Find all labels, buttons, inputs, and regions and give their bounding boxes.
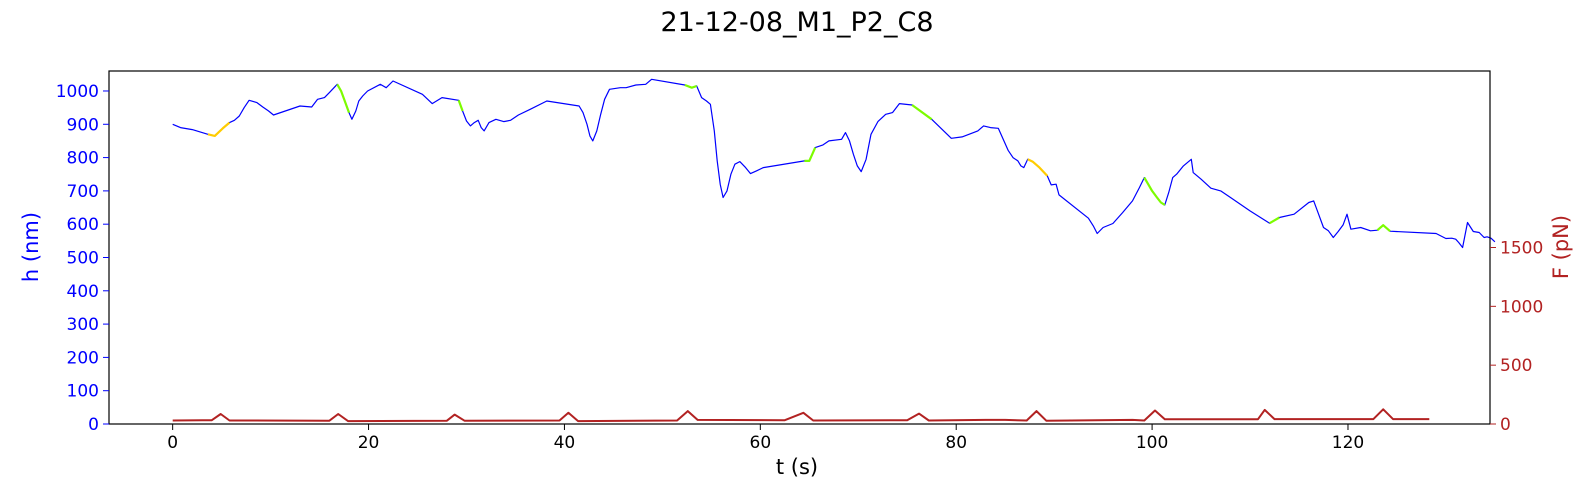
y-axis-right-label: F (pN) xyxy=(1549,215,1573,279)
y-left-tick-label: 100 xyxy=(67,382,99,402)
series-layer xyxy=(172,78,1496,423)
highlight-segment-2 xyxy=(457,99,464,112)
x-tick-label: 0 xyxy=(167,433,178,453)
y-left-tick-label: 0 xyxy=(88,415,99,435)
x-tick-label: 40 xyxy=(554,433,576,453)
highlight-segment-4 xyxy=(684,83,698,89)
x-tick-label: 80 xyxy=(945,433,967,453)
y-left-tick-label: 300 xyxy=(67,315,99,335)
highlight-segment-5 xyxy=(804,147,817,162)
y-axis-left-label: h (nm) xyxy=(19,212,43,282)
y-left-tick-label: 700 xyxy=(67,182,99,202)
x-tick-label: 60 xyxy=(750,433,772,453)
y-left-tick-label: 400 xyxy=(67,282,99,302)
y-right-tick-label: 1500 xyxy=(1500,239,1543,259)
y-left-tick-label: 1000 xyxy=(56,82,99,102)
x-tick-label: 20 xyxy=(358,433,380,453)
y-left-tick-label: 600 xyxy=(67,215,99,235)
highlight-segment-7 xyxy=(1027,158,1049,177)
x-tick-label: 100 xyxy=(1136,433,1168,453)
y-right-tick-label: 1000 xyxy=(1500,297,1543,317)
y-right-tick-label: 500 xyxy=(1500,356,1532,376)
highlight-segment-9 xyxy=(1269,216,1280,225)
x-axis: 0 20 40 60 80 100 120 xyxy=(167,424,1364,453)
chart-title: 21-12-08_M1_P2_C8 xyxy=(660,7,933,38)
y-left-tick-label: 500 xyxy=(67,248,99,268)
plot-frame xyxy=(108,70,1491,425)
highlight-segment-10 xyxy=(1376,224,1391,233)
highlight-segment-1 xyxy=(336,83,351,113)
height-series-line xyxy=(172,78,1496,249)
x-axis-label: t (s) xyxy=(776,455,818,479)
y-left-tick-label: 200 xyxy=(67,348,99,368)
highlight-segment-6 xyxy=(911,104,933,121)
highlight-segment-8 xyxy=(1143,177,1166,206)
x-tick-label: 120 xyxy=(1332,433,1364,453)
y-axis-left: 0 100 200 300 400 500 600 700 800 900 1000 xyxy=(56,82,109,435)
y-left-tick-label: 900 xyxy=(67,115,99,135)
force-series-line xyxy=(172,408,1430,423)
y-right-tick-label: 0 xyxy=(1500,415,1511,435)
y-axis-right: 0 500 1000 1500 xyxy=(1490,239,1543,435)
highlight-segment-0 xyxy=(207,121,231,137)
y-left-tick-label: 800 xyxy=(67,149,99,169)
